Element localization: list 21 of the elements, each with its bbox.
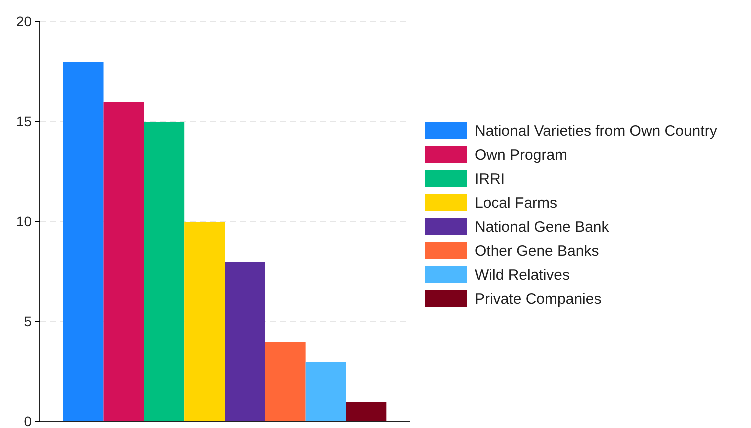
bar [306,362,346,422]
bar [144,122,185,422]
legend-label: Local Farms [475,195,558,212]
y-tick-label: 10 [16,213,32,230]
legend-label: Wild Relatives [475,267,570,284]
legend-label: National Gene Bank [475,219,610,236]
legend-label: Other Gene Banks [475,243,600,260]
legend-label: Private Companies [475,291,602,308]
y-tick-label: 0 [24,413,32,428]
bar [265,342,306,422]
y-tick-label: 20 [16,13,32,30]
legend-label: Own Program [475,147,568,164]
legend-label: IRRI [475,171,505,188]
bar [104,102,144,422]
bar [63,62,104,422]
legend-label: National Varieties from Own Country [475,123,718,140]
bar [225,262,266,422]
bar [346,402,387,422]
bar [184,222,225,422]
y-tick-label: 5 [24,313,32,330]
y-tick-label: 15 [16,113,32,130]
